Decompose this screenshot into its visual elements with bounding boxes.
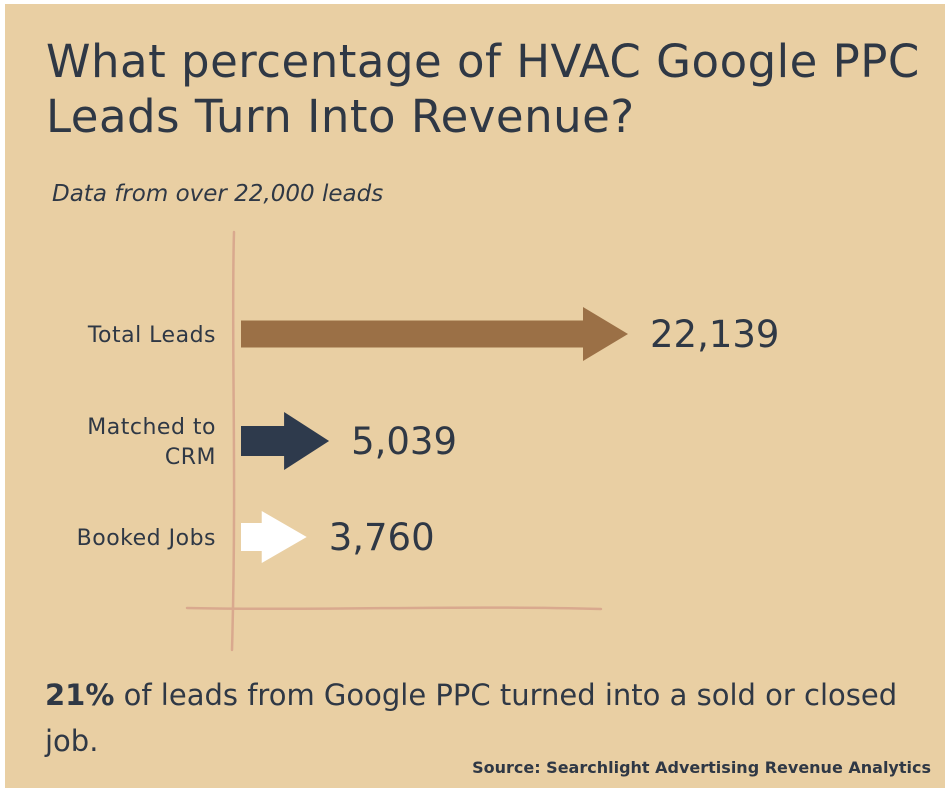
- bar-total-leads: [241, 307, 628, 361]
- takeaway-body: of leads from Google PPC turned into a s…: [45, 678, 898, 758]
- bar-matched-to-crm: [241, 412, 330, 470]
- chart-subtitle: Data from over 22,000 leads: [52, 181, 384, 207]
- category-label: Total Leads: [87, 323, 216, 348]
- value-label: 22,139: [650, 313, 779, 356]
- chart-title: What percentage of HVAC Google PPC Leads…: [46, 35, 920, 143]
- x-axis-line: [185, 606, 603, 611]
- category-label: Matched to CRM: [87, 415, 216, 470]
- bars-layer: Total Leads 22,139 Matched to CRM 5,039 Booke…: [77, 307, 779, 563]
- infographic-card: What percentage of HVAC Google PPC Leads…: [5, 4, 945, 788]
- value-label: 5,039: [351, 420, 457, 463]
- funnel-bar-chart: Total Leads 22,139 Matched to CRM 5,039 Booke…: [77, 230, 779, 652]
- takeaway-highlight: 21%: [45, 678, 115, 712]
- source-credit: Source: Searchlight Advertising Revenue …: [472, 758, 931, 777]
- y-axis-line: [230, 230, 236, 652]
- category-label: Booked Jobs: [77, 526, 216, 551]
- chart-axes: [185, 230, 603, 652]
- bar-booked-jobs: [241, 511, 307, 563]
- takeaway-text: 21% of leads from Google PPC turned into…: [45, 672, 925, 764]
- value-label: 3,760: [329, 516, 435, 559]
